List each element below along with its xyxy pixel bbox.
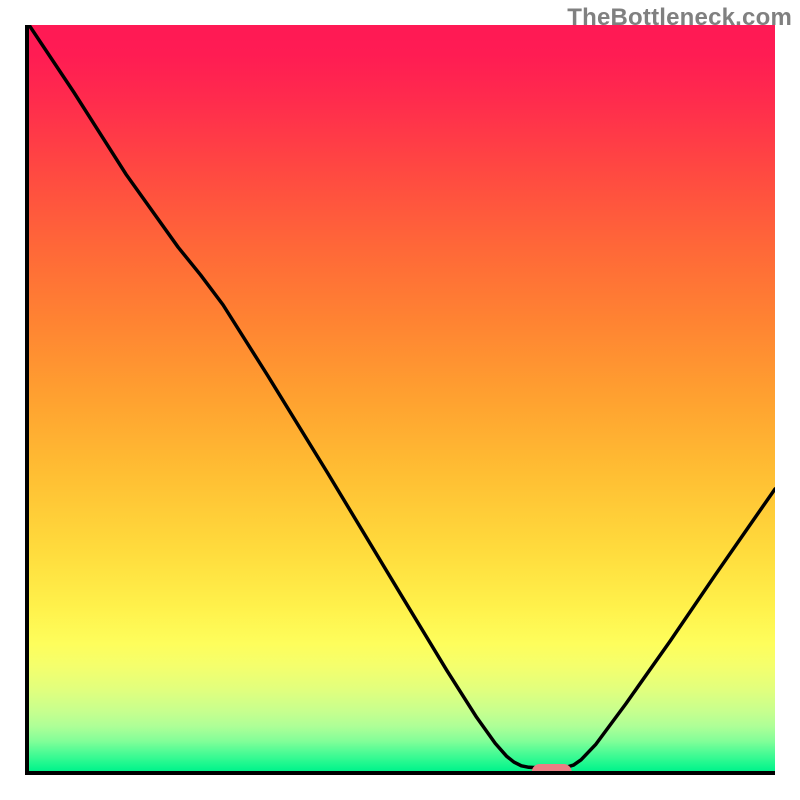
chart-container: TheBottleneck.com — [0, 0, 800, 800]
watermark-text: TheBottleneck.com — [567, 4, 792, 32]
optimal-point-marker — [532, 764, 573, 775]
plot-area — [25, 25, 775, 775]
bottleneck-curve — [29, 25, 775, 771]
